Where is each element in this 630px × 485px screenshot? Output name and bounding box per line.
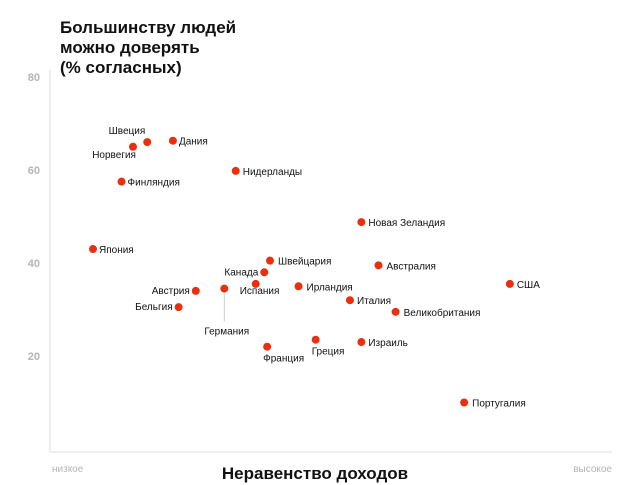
y-tick-label: 40 — [28, 258, 40, 270]
chart-title-line: (% согласных) — [60, 58, 182, 77]
y-ticks: 20 40 60 80 — [28, 72, 40, 363]
data-point — [89, 245, 97, 254]
chart-title-line: Большинству людей — [60, 18, 237, 37]
point-label: Италия — [357, 296, 391, 307]
point-label: Швейцария — [278, 257, 331, 268]
point-label: Португалия — [472, 399, 526, 410]
point-label: Франция — [263, 354, 304, 365]
data-point — [174, 303, 183, 312]
point-label: Австрия — [152, 286, 190, 297]
point-label: Греция — [312, 347, 345, 358]
data-point — [231, 166, 240, 175]
data-point — [311, 335, 320, 344]
point-label: Испания — [240, 286, 280, 297]
y-tick-label: 80 — [28, 72, 40, 84]
y-tick-label: 60 — [28, 165, 40, 177]
data-point — [374, 261, 383, 270]
point-label: США — [517, 280, 540, 291]
point-label: Швеция — [109, 126, 146, 137]
point-label: Германия — [204, 327, 249, 338]
data-point — [460, 398, 469, 407]
x-axis-title: Неравенство доходов — [221, 464, 409, 483]
data-point — [143, 138, 152, 147]
data-point — [260, 268, 269, 277]
data-point — [294, 282, 303, 291]
x-axis-high-label: высокое — [573, 464, 612, 475]
data-point — [191, 286, 200, 295]
point-label: Норвегия — [92, 150, 136, 161]
point-label: Новая Зеландия — [368, 218, 445, 229]
point-label: Дания — [179, 137, 208, 148]
point-label: Финляндия — [128, 178, 180, 189]
data-point — [357, 218, 366, 227]
data-point — [505, 279, 514, 288]
point-label: Великобритания — [404, 307, 481, 319]
point-label: Бельгия — [135, 302, 173, 313]
data-point — [266, 256, 275, 265]
data-point — [117, 177, 126, 186]
point-label: Канада — [224, 267, 258, 278]
point-label: Австралия — [387, 261, 436, 272]
data-point — [168, 136, 177, 145]
chart-title: Большинству людей можно доверять (% согл… — [60, 18, 236, 78]
data-points: Швеция Дания Норвегия Финляндия Нидерланды Но… — [89, 126, 540, 410]
x-axis-low-label: низкое — [52, 464, 84, 475]
data-point — [251, 279, 260, 288]
data-point — [357, 338, 366, 347]
point-label: Нидерланды — [243, 167, 302, 178]
chart-title-line: можно доверять — [60, 38, 200, 57]
data-point — [263, 342, 272, 351]
data-point — [128, 142, 137, 151]
point-label: Япония — [99, 245, 134, 256]
data-point — [391, 307, 400, 316]
data-point — [345, 296, 354, 305]
point-label: Ирландия — [307, 282, 353, 293]
y-tick-label: 20 — [28, 351, 40, 363]
point-label: Израиль — [368, 338, 408, 349]
data-point — [220, 284, 229, 293]
